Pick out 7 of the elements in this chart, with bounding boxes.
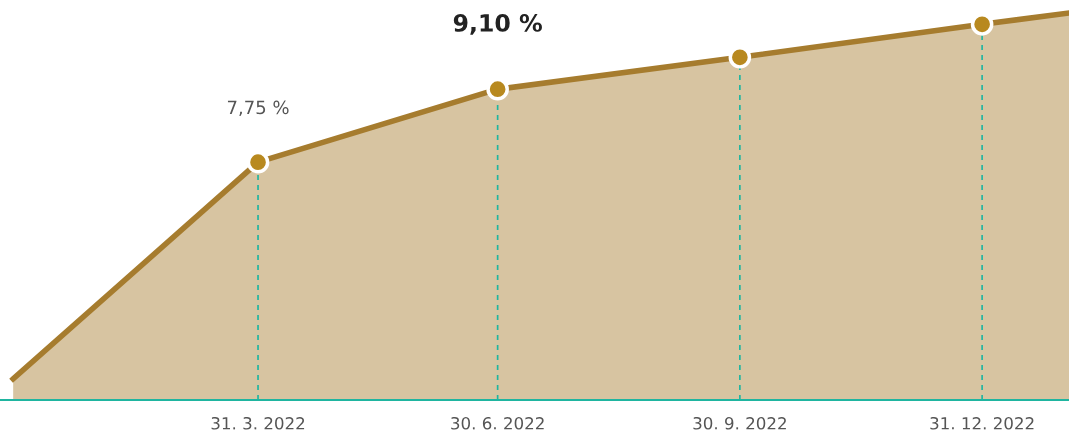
x-tick-label: 31. 12. 2022 <box>930 416 1034 430</box>
data-label: 9,10 % <box>453 13 542 35</box>
x-tick-label: 30. 9. 2022 <box>693 416 786 430</box>
x-tick-label: 31. 3. 2022 <box>211 416 305 430</box>
x-tick-label: 30. 6. 2022 <box>451 416 544 430</box>
data-label: 7,75 % <box>227 100 289 117</box>
point <box>970 13 994 36</box>
